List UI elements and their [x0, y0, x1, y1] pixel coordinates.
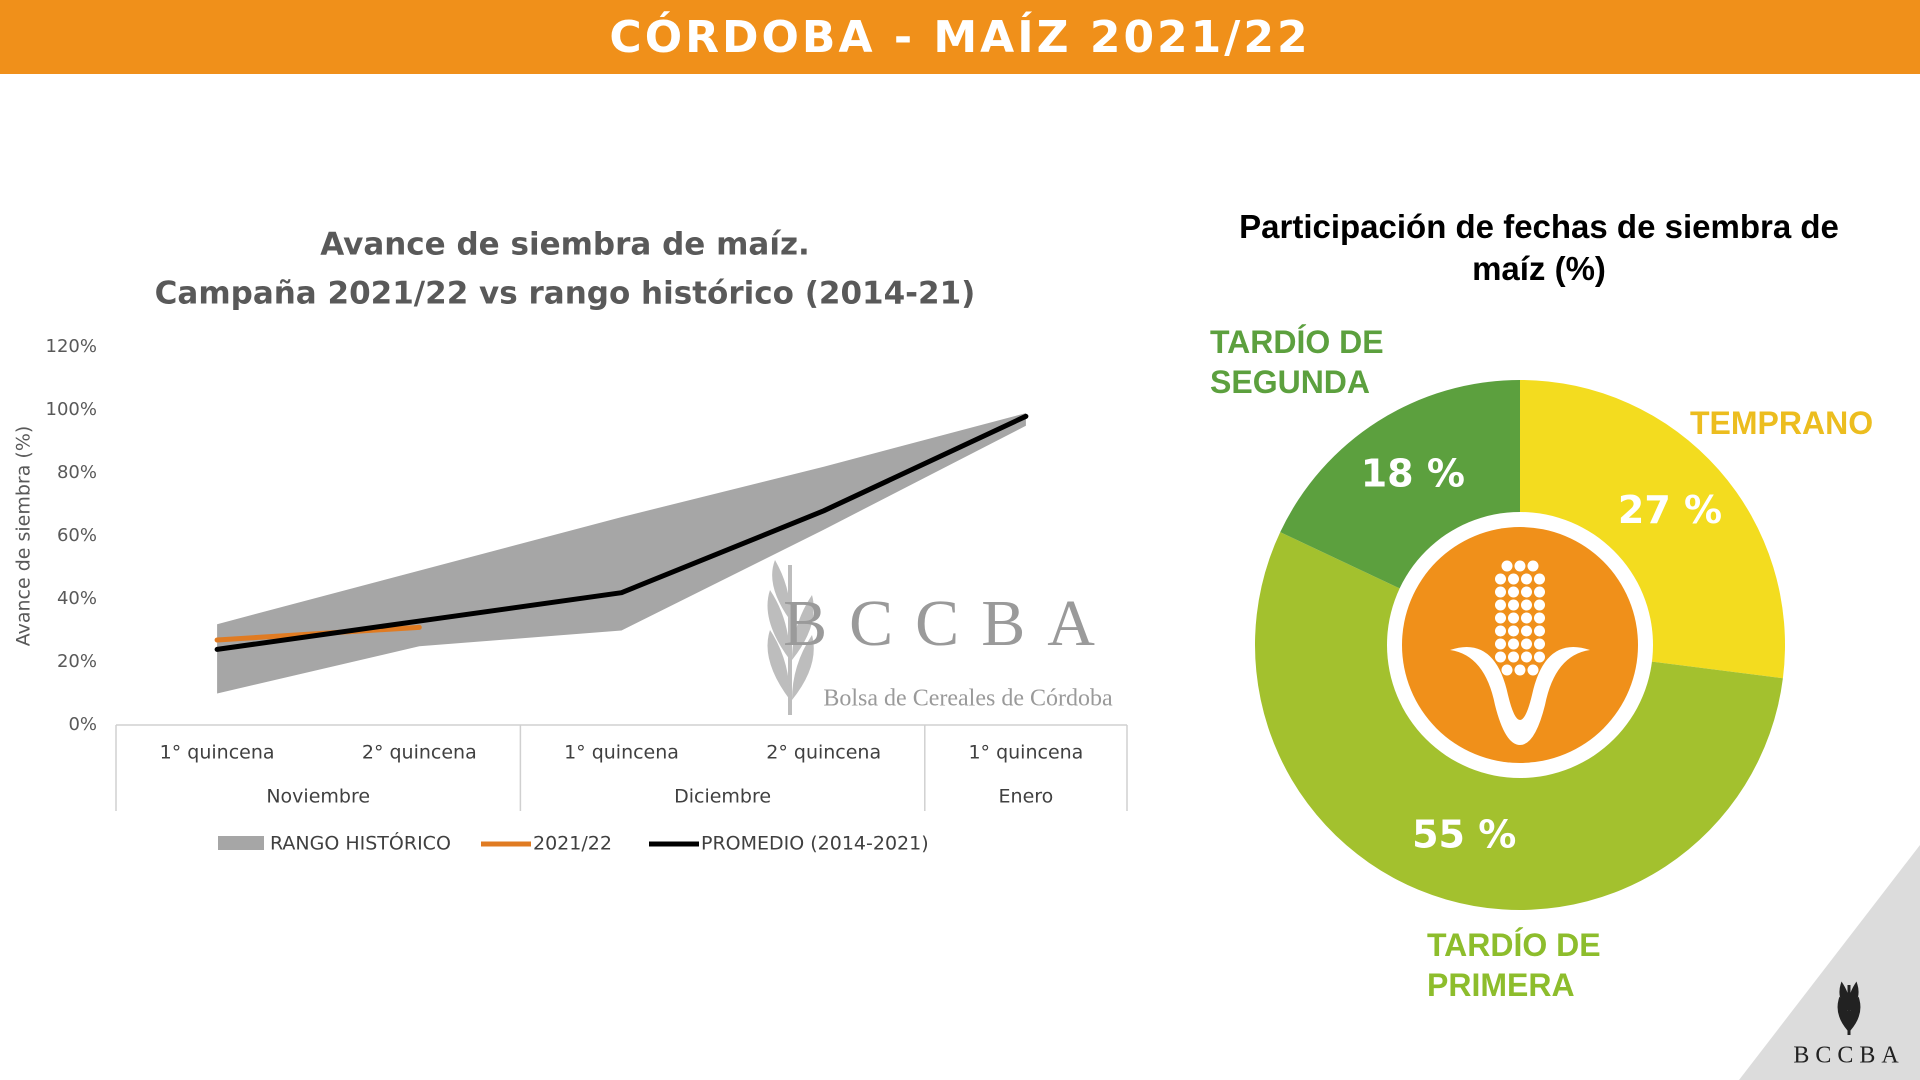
kernel: [1508, 651, 1519, 663]
watermark-subtitle: Bolsa de Cereales de Córdoba: [823, 686, 1113, 712]
x-tick-label: 2° quincena: [362, 742, 477, 764]
kernel: [1495, 638, 1506, 650]
kernel: [1495, 612, 1506, 624]
x-tick-label: 1° quincena: [968, 742, 1083, 764]
kernel: [1514, 664, 1526, 676]
kernel: [1495, 573, 1506, 585]
kernel: [1527, 664, 1539, 676]
kernel: [1521, 599, 1532, 611]
kernel: [1495, 586, 1506, 598]
y-tick-label: 120%: [46, 336, 97, 357]
kernel: [1508, 586, 1519, 598]
kernel: [1521, 651, 1532, 663]
kernel: [1508, 638, 1519, 650]
kernel: [1508, 612, 1519, 624]
kernel: [1495, 599, 1506, 611]
x-tick-label: 1° quincena: [160, 742, 275, 764]
watermark: [767, 560, 814, 715]
y-tick-label: 0%: [68, 714, 97, 735]
value-label: 55 %: [1412, 813, 1516, 857]
kernel: [1508, 573, 1519, 585]
category-label: TEMPRANO: [1690, 405, 1874, 441]
legend-swatch: [218, 836, 264, 850]
kernel: [1508, 599, 1519, 611]
kernel: [1495, 625, 1506, 637]
kernel: [1501, 560, 1513, 572]
corn-icon: [1450, 560, 1590, 745]
y-tick-label: 20%: [57, 651, 97, 672]
y-tick-label: 100%: [46, 399, 97, 420]
kernel: [1534, 638, 1545, 650]
kernel: [1534, 651, 1545, 663]
kernel: [1501, 664, 1513, 676]
kernel: [1534, 599, 1545, 611]
y-axis-label: Avance de siembra (%): [13, 426, 35, 647]
kernel: [1534, 586, 1545, 598]
corner-logo-name: BCCBA: [1793, 1043, 1904, 1069]
legend-label: RANGO HISTÓRICO: [270, 831, 451, 855]
legend-label: PROMEDIO (2014-2021): [701, 833, 929, 855]
corner-logo-icon: [1837, 981, 1861, 1035]
kernel: [1521, 625, 1532, 637]
kernel: [1521, 573, 1532, 585]
x-tick-label: 1° quincena: [564, 742, 679, 764]
center-badge: [1402, 527, 1638, 763]
kernel: [1521, 638, 1532, 650]
corner-decoration: [1739, 845, 1920, 1080]
donut-title: Participación de fechas de siembra de ma…: [1239, 208, 1839, 287]
kernel: [1534, 625, 1545, 637]
category-label: TARDÍO DE SEGUNDA: [1210, 324, 1384, 400]
x-tick-label: 2° quincena: [766, 742, 881, 764]
husk: [1450, 647, 1590, 745]
y-tick-label: 80%: [57, 462, 97, 483]
kernel: [1521, 586, 1532, 598]
group-label: Enero: [999, 786, 1054, 808]
kernel: [1527, 560, 1539, 572]
series-line: [214, 413, 1029, 652]
header-title: CÓRDOBA - MAÍZ 2021/22: [0, 0, 1920, 74]
y-tick-label: 40%: [57, 588, 97, 609]
chart-title: Avance de siembra de maíz.: [320, 227, 810, 263]
group-label: Noviembre: [266, 786, 370, 808]
value-label: 18 %: [1361, 452, 1465, 496]
kernel: [1521, 612, 1532, 624]
category-label: TARDÍO DE PRIMERA: [1427, 927, 1601, 1003]
chart-subtitle: Campaña 2021/22 vs rango histórico (2014…: [155, 276, 976, 312]
kernel: [1534, 612, 1545, 624]
kernel: [1514, 560, 1526, 572]
group-label: Diciembre: [674, 786, 771, 808]
kernel: [1495, 651, 1506, 663]
value-label: 27 %: [1618, 488, 1722, 532]
watermark-name: BCCBA: [783, 587, 1117, 660]
kernel: [1508, 625, 1519, 637]
legend-label: 2021/22: [533, 833, 612, 855]
y-tick-label: 60%: [57, 525, 97, 546]
kernel: [1534, 573, 1545, 585]
